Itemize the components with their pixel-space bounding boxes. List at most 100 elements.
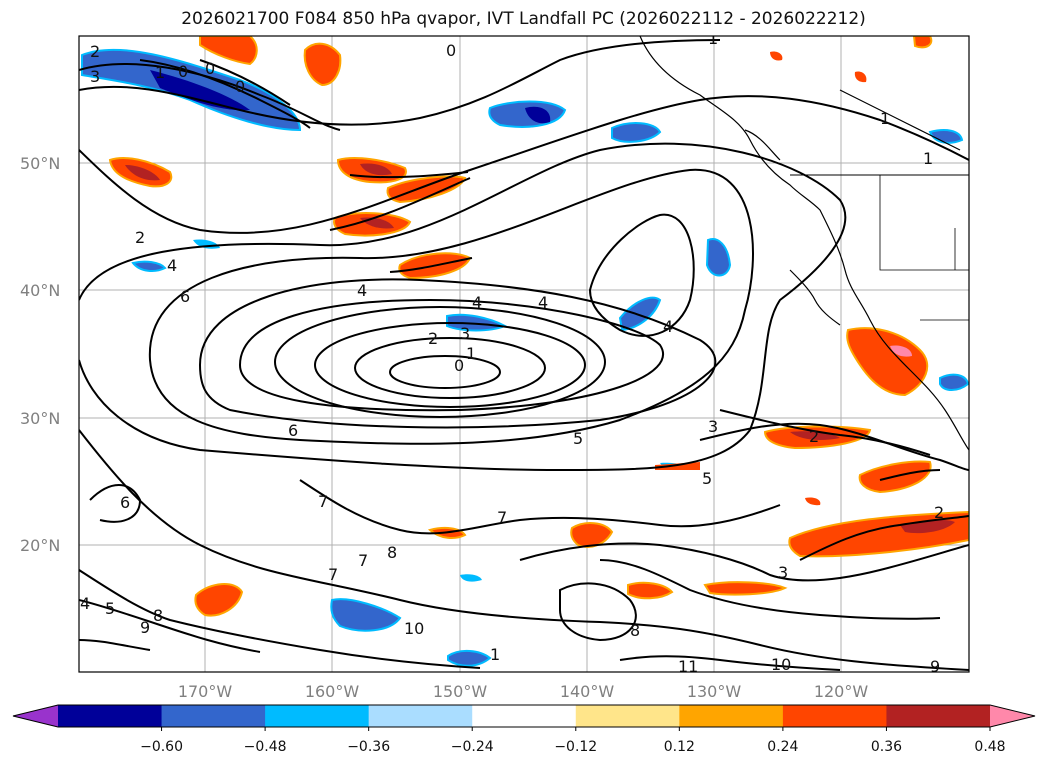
contour-label: 7	[358, 551, 368, 570]
colorbar-cell	[472, 705, 577, 727]
colorbar-tick-label: −0.48	[244, 739, 287, 755]
contour-line	[559, 582, 637, 642]
neg-patch	[447, 650, 492, 667]
contour-line	[89, 484, 142, 523]
contour-line	[719, 409, 931, 456]
longitude-labels: 170°W 160°W 150°W 140°W 130°W 120°W	[178, 682, 869, 701]
contour-line	[599, 559, 941, 620]
pos-patch	[627, 581, 674, 600]
contour-label: 1	[466, 344, 476, 363]
contour-label: 5	[105, 599, 115, 618]
contour-line	[199, 59, 291, 106]
pos-patch	[194, 583, 244, 617]
contour-label: 5	[702, 469, 712, 488]
contour-label: 3	[708, 417, 718, 436]
colorbar-cell	[161, 705, 266, 727]
colorbar-tick-label: −0.24	[451, 739, 494, 755]
border	[879, 175, 969, 271]
neg-patch	[705, 238, 732, 277]
contour-label: 11	[678, 657, 698, 676]
colorbar-tick-label: −0.36	[347, 739, 390, 755]
contour-label: 1	[923, 149, 933, 168]
contour-label: 4	[167, 256, 177, 275]
neg-patch	[939, 373, 969, 391]
contour-line	[79, 63, 341, 131]
colorbar-cell	[782, 705, 887, 727]
contour-label: 6	[288, 421, 298, 440]
neg-patch	[131, 260, 167, 272]
contour-line	[79, 142, 847, 472]
pos-patch	[199, 36, 258, 66]
contour-label: 10	[771, 655, 791, 674]
pos-patch	[890, 345, 912, 357]
contour-label: 7	[497, 508, 507, 527]
colorbar-extend-min	[13, 705, 58, 727]
coastline	[744, 129, 781, 161]
contour-label: 5	[573, 429, 583, 448]
pos-patch	[854, 71, 867, 83]
colorbar-tick-label: 0.36	[871, 739, 902, 755]
contour-line	[588, 213, 695, 337]
lat-label: 30°N	[20, 409, 60, 428]
pos-patch	[125, 165, 160, 181]
pos-patch	[805, 497, 821, 506]
contour-label: 2	[90, 42, 100, 61]
map-frame	[78, 35, 970, 673]
contour-line	[238, 298, 664, 412]
contour-label: 4	[663, 317, 673, 336]
contour-line	[79, 429, 969, 671]
contour-label: 1	[708, 29, 718, 48]
colorbar-tick-label: 0.48	[974, 739, 1005, 755]
contour-line	[349, 171, 469, 179]
contour-label: 4	[357, 281, 367, 300]
neg-patch	[460, 574, 482, 582]
contour-label: 4	[538, 293, 548, 312]
contour-line	[299, 479, 781, 535]
contour-line	[354, 337, 546, 399]
contour-label: 3	[778, 563, 788, 582]
contour-line	[79, 95, 969, 234]
contour-line	[329, 177, 471, 231]
contour-label: 8	[153, 606, 163, 625]
coastline	[789, 269, 841, 326]
pos-patch	[703, 581, 788, 596]
contour-line	[139, 59, 311, 129]
contour-label: 0	[178, 62, 188, 81]
contour-label: 1	[155, 63, 165, 82]
contour-line	[314, 322, 586, 408]
contour-label: 9	[930, 657, 940, 676]
contour-label: 2	[135, 228, 145, 247]
colorbar-cell	[368, 705, 473, 727]
colorbar-cell	[575, 705, 680, 727]
contour-line	[879, 469, 941, 481]
lat-label: 40°N	[20, 281, 60, 300]
contour-line	[79, 639, 151, 651]
contour-label: 0	[205, 59, 215, 78]
pos-patch	[303, 42, 342, 87]
contour-label: 10	[404, 619, 424, 638]
contour-label: 3	[460, 324, 470, 343]
neg-patch	[618, 296, 662, 332]
colorbar-tick-label: 0.12	[664, 739, 695, 755]
contour-line	[519, 542, 969, 582]
contour-label: 4	[472, 293, 482, 312]
colorbar-cell	[58, 705, 163, 727]
contour-line	[198, 278, 717, 429]
colorbar-extend-max	[990, 705, 1035, 727]
neg-patch	[330, 598, 402, 632]
lon-label: 130°W	[687, 682, 742, 701]
contour-label: 2	[809, 427, 819, 446]
contour-line	[389, 355, 501, 389]
contour-line	[79, 39, 721, 126]
colorbar: −0.60 −0.48 −0.36 −0.24 −0.12 0.12 0.24 0.36 0.4…	[12, 704, 1036, 755]
contour-label: 3	[90, 67, 100, 86]
latitude-labels: 50°N 40°N 30°N 20°N	[20, 154, 60, 555]
colorbar-cell	[265, 705, 370, 727]
lon-label: 150°W	[433, 682, 488, 701]
lon-label: 140°W	[560, 682, 615, 701]
qvapor-shading	[81, 36, 969, 667]
contour-label: 0	[446, 41, 456, 60]
colorbar-tick-label: −0.12	[554, 739, 597, 755]
coastline	[639, 36, 969, 451]
ivt-contours	[79, 39, 969, 671]
